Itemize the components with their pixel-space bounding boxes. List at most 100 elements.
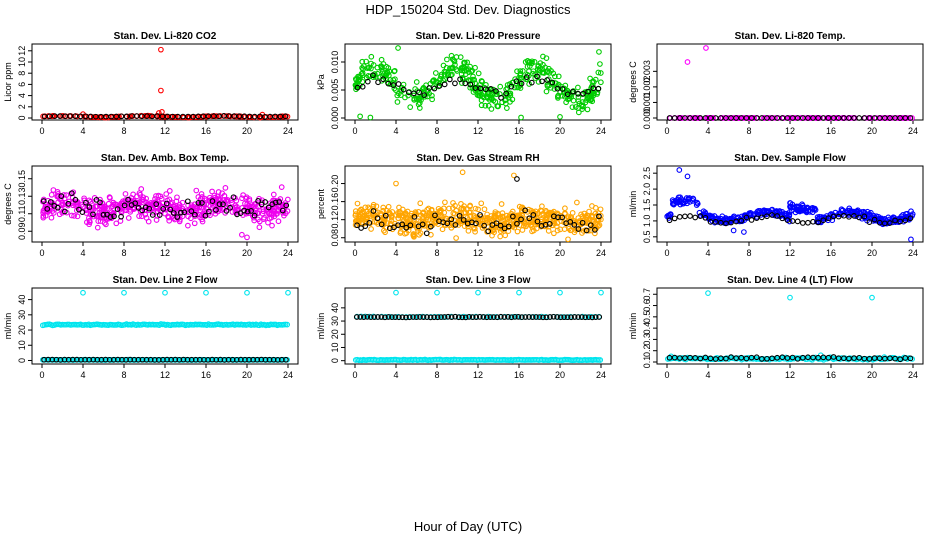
data-point [359, 72, 366, 79]
data-point [118, 213, 124, 220]
y-tick-label: 0.08 [330, 229, 340, 247]
data-point [851, 213, 857, 219]
data-point [479, 78, 485, 85]
data-point [856, 214, 863, 221]
data-point [480, 314, 487, 320]
data-point [489, 96, 495, 103]
data-point [590, 85, 597, 92]
data-point [754, 211, 761, 218]
panel-title: Stan. Dev. Line 2 Flow [113, 275, 218, 286]
y-axis-label: ml/min [628, 313, 638, 340]
data-point [518, 80, 525, 87]
data-point [684, 173, 691, 180]
data-point [451, 57, 457, 64]
data-point [407, 218, 413, 225]
data-point [788, 203, 794, 210]
data-point [528, 79, 535, 86]
data-point [156, 113, 162, 119]
data-point [551, 230, 557, 237]
plot-frame [31, 43, 299, 121]
y-axis-label: percent [316, 188, 326, 219]
data-point [384, 69, 390, 76]
data-point [195, 200, 202, 206]
data-point [192, 114, 199, 120]
y-tick-label: 0.6 [642, 299, 652, 312]
data-point [467, 203, 473, 210]
data-point [684, 59, 691, 65]
data-point [579, 106, 586, 112]
data-point [871, 216, 878, 223]
data-point [233, 197, 240, 204]
data-point [478, 200, 485, 207]
data-point [213, 207, 219, 213]
data-point [189, 204, 195, 211]
data-point [694, 199, 700, 206]
series-base [352, 289, 604, 364]
data-point [497, 233, 504, 240]
data-point [256, 224, 263, 231]
data-point [209, 198, 216, 204]
x-tick-label: 12 [160, 370, 170, 380]
panel-title: Stan. Dev. Amb. Box Temp. [101, 153, 229, 164]
data-point [86, 217, 93, 224]
data-point [153, 217, 160, 223]
data-point [48, 191, 55, 198]
data-point [505, 314, 511, 320]
data-point [408, 210, 415, 217]
data-point [416, 89, 422, 96]
data-point [717, 219, 724, 226]
data-point [495, 103, 501, 110]
data-point [423, 216, 429, 223]
data-point [182, 208, 189, 214]
panel-3: Stan. Dev. Li-820 Temp. degrees C 0 4 8 12 16 2… [628, 31, 924, 136]
data-point [244, 208, 251, 215]
data-point [503, 105, 510, 112]
data-point [442, 199, 448, 206]
x-tick-label: 16 [201, 126, 211, 136]
data-point [735, 115, 742, 121]
x-tick-label: 4 [80, 248, 85, 258]
panel-6: Stan. Dev. Sample Flow ml/min 0 4 8 12 16 20 24 0… [628, 153, 924, 258]
data-point [743, 214, 750, 221]
data-point [827, 115, 834, 121]
data-point [898, 213, 905, 220]
data-point [472, 228, 478, 235]
y-tick-label: 10 [17, 340, 27, 350]
data-point [265, 219, 271, 226]
data-point [516, 289, 522, 296]
data-point [364, 314, 371, 320]
data-point [514, 228, 521, 235]
data-point [113, 220, 120, 227]
data-point [472, 64, 478, 71]
x-tick-label: 20 [867, 126, 877, 136]
data-point [415, 96, 421, 103]
data-point [469, 67, 476, 74]
data-point [692, 214, 699, 221]
data-point [117, 206, 124, 213]
panel-title: Stan. Dev. Li-820 Temp. [735, 31, 846, 42]
data-point [840, 212, 847, 219]
data-point [459, 75, 466, 82]
data-point [514, 68, 520, 75]
data-point [403, 224, 410, 231]
x-tick-label: 24 [283, 370, 293, 380]
y-tick-label: 2 [17, 104, 27, 109]
data-point [517, 68, 524, 74]
data-point [373, 203, 380, 210]
data-point [797, 115, 804, 121]
data-point [424, 314, 430, 320]
data-point [127, 209, 134, 215]
data-point [174, 214, 181, 220]
x-tick-label: 16 [514, 126, 524, 136]
data-point [354, 200, 361, 207]
data-point [392, 314, 399, 320]
series-raw [664, 167, 916, 243]
data-point [769, 206, 775, 213]
data-point [441, 81, 448, 88]
data-point [360, 314, 367, 321]
data-point [531, 59, 538, 65]
data-point [539, 66, 546, 73]
data-point [594, 91, 600, 97]
data-point [68, 212, 75, 219]
